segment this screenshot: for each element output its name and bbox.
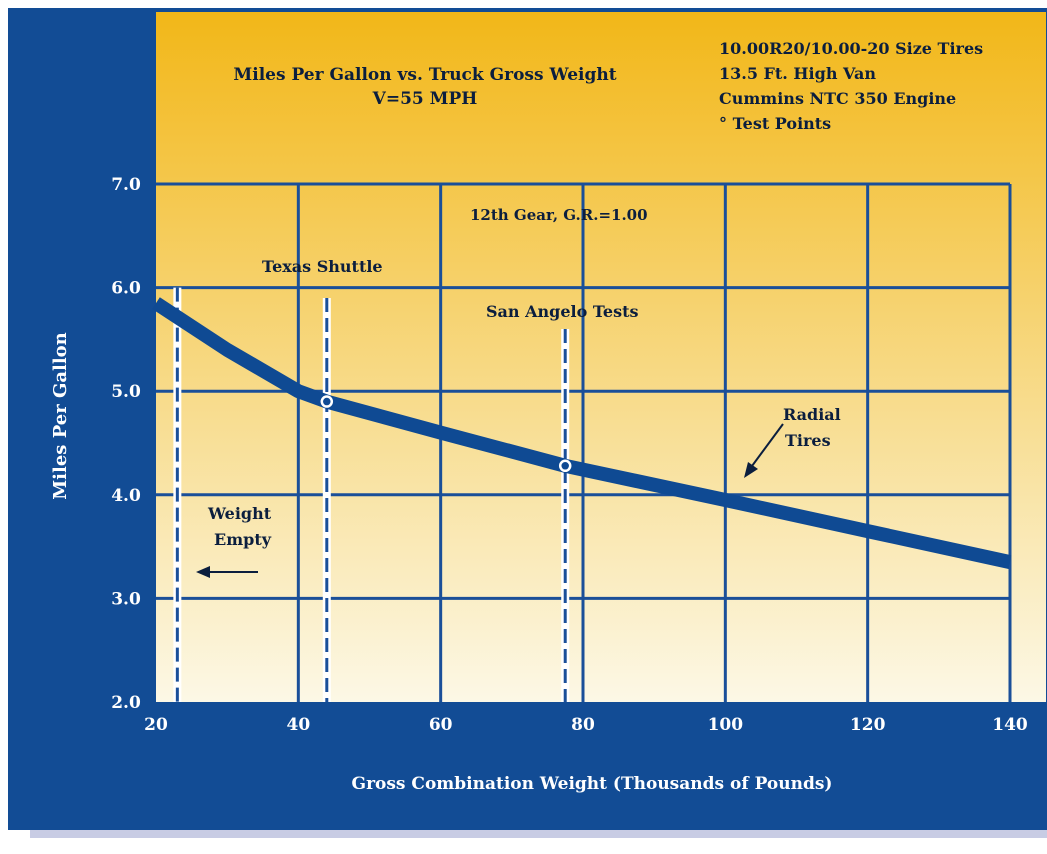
label-tires: Tires: [785, 431, 831, 450]
y-tick-label-5.0: 5.0: [111, 382, 141, 402]
label-empty: Empty: [214, 530, 272, 549]
y-tick-label-4.0: 4.0: [111, 486, 141, 506]
info-line-van: 13.5 Ft. High Van: [719, 64, 876, 83]
radial-arrow-shaft: [751, 423, 784, 467]
y-tick-label-3.0: 3.0: [111, 589, 141, 609]
radial-arrow-head: [744, 462, 758, 478]
plot-background: [156, 12, 1046, 702]
weight-arrow-head: [196, 566, 210, 578]
chart-title: Miles Per Gallon vs. Truck Gross Weight: [233, 65, 616, 85]
x-tick-label-40: 40: [286, 715, 310, 735]
reference-lines: [173, 287, 570, 702]
chart-subtitle: V=55 MPH: [372, 89, 478, 109]
x-tick-labels: 20 40 60 80 100 120 140: [144, 715, 1028, 735]
grid-lines: [156, 182, 1012, 702]
x-tick-label-20: 20: [144, 715, 168, 735]
frame-shadow: [30, 830, 1047, 838]
x-tick-label-80: 80: [571, 715, 595, 735]
x-tick-label-140: 140: [992, 715, 1028, 735]
x-tick-label-100: 100: [708, 715, 744, 735]
series-layer: [152, 297, 1012, 569]
test-point-1: [558, 459, 572, 473]
test-point-0: [320, 395, 334, 408]
x-axis-label: Gross Combination Weight (Thousands of P…: [352, 774, 833, 794]
y-tick-label-6.0: 6.0: [111, 279, 141, 299]
gear-note: 12th Gear, G.R.=1.00: [470, 206, 648, 224]
label-san-angelo: San Angelo Tests: [486, 302, 639, 321]
x-tick-label-120: 120: [850, 715, 886, 735]
y-tick-label-2.0: 2.0: [111, 693, 141, 713]
radial-arrow: [744, 423, 784, 478]
series-line-0: [152, 297, 1012, 569]
label-weight: Weight: [207, 504, 272, 523]
info-line-test-points: ° Test Points: [719, 114, 831, 133]
info-line-tires: 10.00R20/10.00-20 Size Tires: [719, 39, 983, 58]
y-tick-label-7.0: 7.0: [111, 175, 141, 195]
label-texas-shuttle: Texas Shuttle: [262, 257, 383, 276]
test-points: [320, 395, 572, 473]
y-tick-labels: 2.0 3.0 4.0 5.0 6.0 7.0: [111, 175, 141, 713]
weight-empty-arrow: [196, 566, 258, 578]
y-axis-label: Miles Per Gallon: [50, 332, 71, 500]
label-radial: Radial: [783, 405, 841, 424]
x-tick-label-60: 60: [429, 715, 453, 735]
info-line-engine: Cummins NTC 350 Engine: [719, 89, 956, 108]
